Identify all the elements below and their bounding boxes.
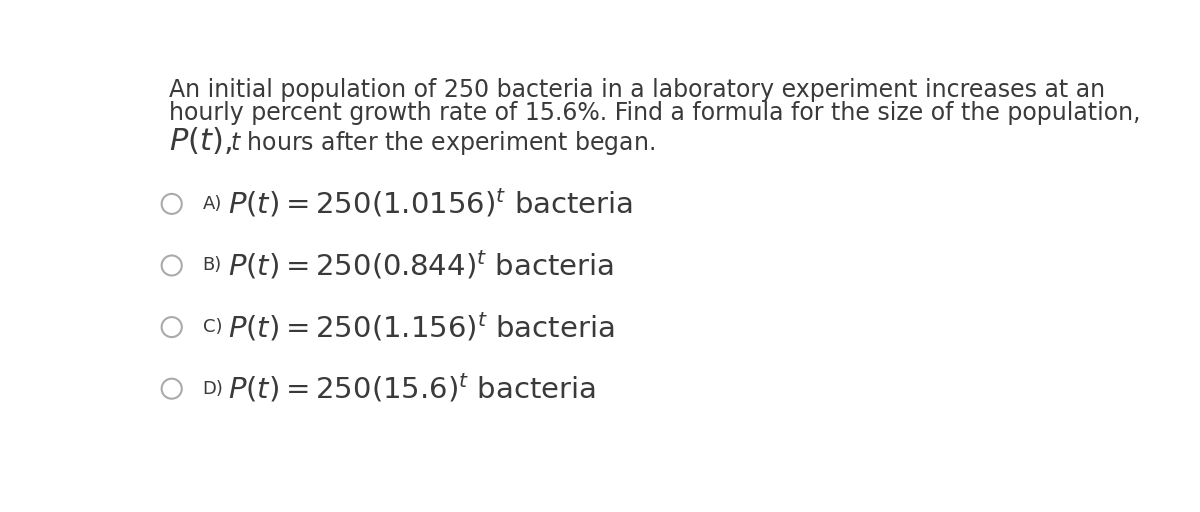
- Text: $\mathit{P}(t)$,: $\mathit{P}(t)$,: [169, 124, 233, 156]
- Text: $P(t) = 250(1.0156)^{t}$ bacteria: $P(t) = 250(1.0156)^{t}$ bacteria: [228, 188, 632, 220]
- Text: An initial population of 250 bacteria in a laboratory experiment increases at an: An initial population of 250 bacteria in…: [169, 78, 1105, 102]
- Text: hourly percent growth rate of 15.6%. Find a formula for the size of the populati: hourly percent growth rate of 15.6%. Fin…: [169, 101, 1141, 125]
- Text: D): D): [203, 380, 223, 398]
- Text: A): A): [203, 195, 222, 213]
- Text: $P(t) = 250(1.156)^{t}$ bacteria: $P(t) = 250(1.156)^{t}$ bacteria: [228, 311, 614, 343]
- Text: $t$ hours after the experiment began.: $t$ hours after the experiment began.: [230, 129, 655, 157]
- Text: $P(t) = 250(15.6)^{t}$ bacteria: $P(t) = 250(15.6)^{t}$ bacteria: [228, 373, 595, 405]
- Text: C): C): [203, 318, 222, 336]
- Text: $P(t) = 250(0.844)^{t}$ bacteria: $P(t) = 250(0.844)^{t}$ bacteria: [228, 249, 613, 282]
- Text: B): B): [203, 257, 222, 274]
